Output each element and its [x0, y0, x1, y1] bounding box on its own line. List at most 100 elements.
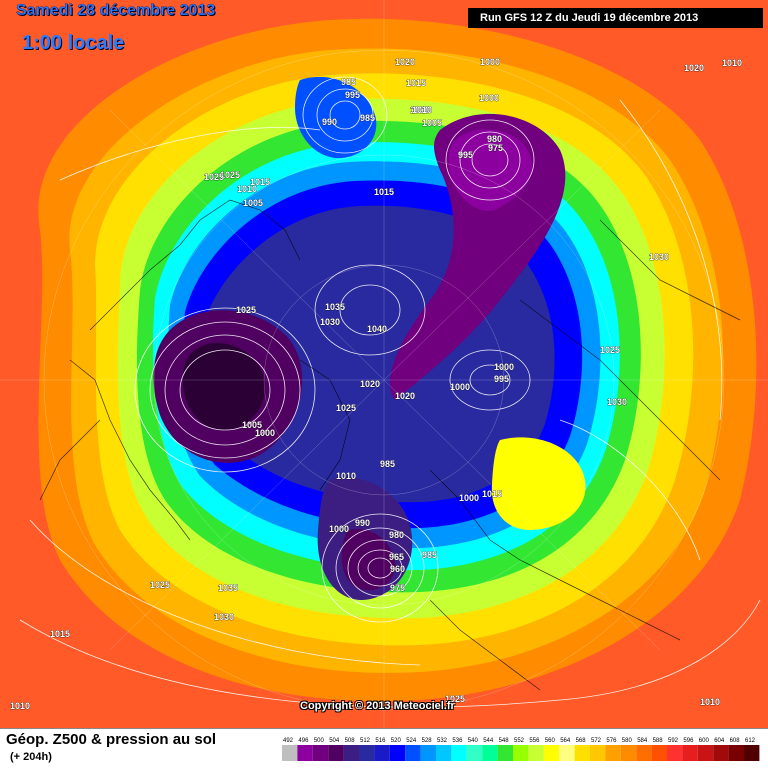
pressure-label: 1025 — [336, 403, 356, 413]
pressure-label: 995 — [494, 374, 509, 384]
pressure-label: 1000 — [329, 524, 349, 534]
legend-swatch — [574, 745, 590, 761]
legend-swatch — [590, 745, 606, 761]
pressure-label: 1000 — [494, 362, 514, 372]
legend-value-label: 604 — [714, 738, 725, 744]
pressure-label: 1015 — [482, 489, 502, 499]
pressure-label: 1030 — [607, 397, 627, 407]
legend-swatch — [405, 745, 421, 761]
grid-lines — [0, 0, 768, 728]
legend-value-label: 496 — [298, 738, 309, 744]
forecast-date-title: Samedi 28 décembre 2013 — [16, 2, 216, 19]
legend-swatch — [636, 745, 652, 761]
legend-value-label: 520 — [391, 738, 402, 744]
pressure-label: 980 — [487, 134, 502, 144]
pressure-label: 1010 — [722, 58, 742, 68]
map-footer: Géop. Z500 & pression au sol (+ 204h) 49… — [0, 728, 768, 769]
pressure-label: 1010 — [237, 184, 257, 194]
legend-value-label: 576 — [606, 738, 617, 744]
pressure-label: 1040 — [367, 324, 387, 334]
legend-swatch — [744, 745, 760, 761]
pressure-label: 1015 — [406, 78, 426, 88]
pressure-label: 1000 — [480, 57, 500, 67]
legend-swatch — [620, 745, 637, 761]
pressure-label: 975 — [390, 583, 405, 593]
pressure-label: 1005 — [242, 420, 262, 430]
pressure-label: 1000 — [459, 493, 479, 503]
pressure-label: 1010 — [410, 105, 430, 115]
z500-bands — [38, 18, 757, 702]
legend-value-label: 572 — [591, 738, 602, 744]
legend-swatch — [328, 745, 344, 761]
legend-value-label: 544 — [483, 738, 494, 744]
legend-swatch — [513, 745, 529, 761]
copyright-notice: Copyright © 2013 Meteociel.fr — [300, 700, 455, 712]
pressure-label: 1005 — [243, 198, 263, 208]
pressure-label: 1025 — [204, 172, 224, 182]
legend-value-label: 560 — [545, 738, 556, 744]
legend-value-label: 512 — [360, 738, 371, 744]
pressure-label: 1000 — [450, 382, 470, 392]
pressure-label: 1015 — [250, 177, 270, 187]
legend-value-label: 556 — [529, 738, 540, 744]
legend-value-label: 540 — [468, 738, 479, 744]
legend-swatch — [667, 745, 683, 761]
legend-value-label: 552 — [514, 738, 525, 744]
legend-value-label: 548 — [499, 738, 510, 744]
pressure-label: 1000 — [255, 428, 275, 438]
legend-value-label: 584 — [637, 738, 648, 744]
pressure-label: 1025 — [445, 694, 465, 704]
legend-swatch — [543, 745, 560, 761]
pressure-label: 990 — [322, 117, 337, 127]
pressure-label: 1020 — [684, 63, 704, 73]
pressure-label: 1000 — [479, 93, 499, 103]
pressure-label: 1020 — [360, 379, 380, 389]
legend-value-label: 568 — [576, 738, 587, 744]
legend-value-label: 532 — [437, 738, 448, 744]
legend-value-label: 500 — [314, 738, 325, 744]
color-scale-legend: 492 496 500 504 508 512 516 520 524 528 532 536 540 5… — [282, 733, 762, 763]
map-product-title: Géop. Z500 & pression au sol — [6, 731, 217, 748]
pressure-label: 960 — [390, 564, 405, 574]
legend-swatch — [343, 745, 359, 761]
legend-value-label: 608 — [730, 738, 741, 744]
legend-swatch — [312, 745, 329, 761]
forecast-time-title: 1:00 locale — [22, 32, 125, 54]
legend-swatch — [497, 745, 513, 761]
pressure-label: 985 — [422, 550, 437, 560]
pressure-label: 975 — [488, 143, 503, 153]
legend-swatch — [436, 745, 452, 761]
legend-value-label: 508 — [345, 738, 356, 744]
pressure-label: 985 — [360, 113, 375, 123]
legend-swatch — [697, 745, 714, 761]
coastlines — [39, 199, 741, 691]
legend-value-label: 592 — [668, 738, 679, 744]
pressure-label: 980 — [389, 530, 404, 540]
pressure-label: 1020 — [395, 57, 415, 67]
legend-swatch — [282, 745, 298, 761]
legend-value-label: 580 — [622, 738, 633, 744]
pressure-label: 1010 — [336, 471, 356, 481]
legend-swatch — [359, 745, 375, 761]
pressure-label: 1015 — [374, 187, 394, 197]
pressure-label: 1010 — [412, 105, 432, 115]
pressure-label: 1005 — [422, 118, 442, 128]
pressure-label: 1035 — [325, 302, 345, 312]
pressure-label: 1030 — [320, 317, 340, 327]
legend-swatch — [605, 745, 621, 761]
legend-value-label: 504 — [329, 738, 340, 744]
pressure-label: 1025 — [150, 580, 170, 590]
legend-swatch — [682, 745, 698, 761]
pressure-label: 1035 — [218, 583, 238, 593]
pressure-label: 1025 — [600, 345, 620, 355]
legend-swatch — [389, 745, 406, 761]
isobars — [19, 76, 761, 708]
legend-swatch — [728, 745, 744, 761]
model-run-info: Run GFS 12 Z du Jeudi 19 décembre 2013 — [468, 8, 763, 28]
pressure-label: 1010 — [10, 701, 30, 711]
legend-swatch — [713, 745, 729, 761]
legend-swatch — [482, 745, 498, 761]
